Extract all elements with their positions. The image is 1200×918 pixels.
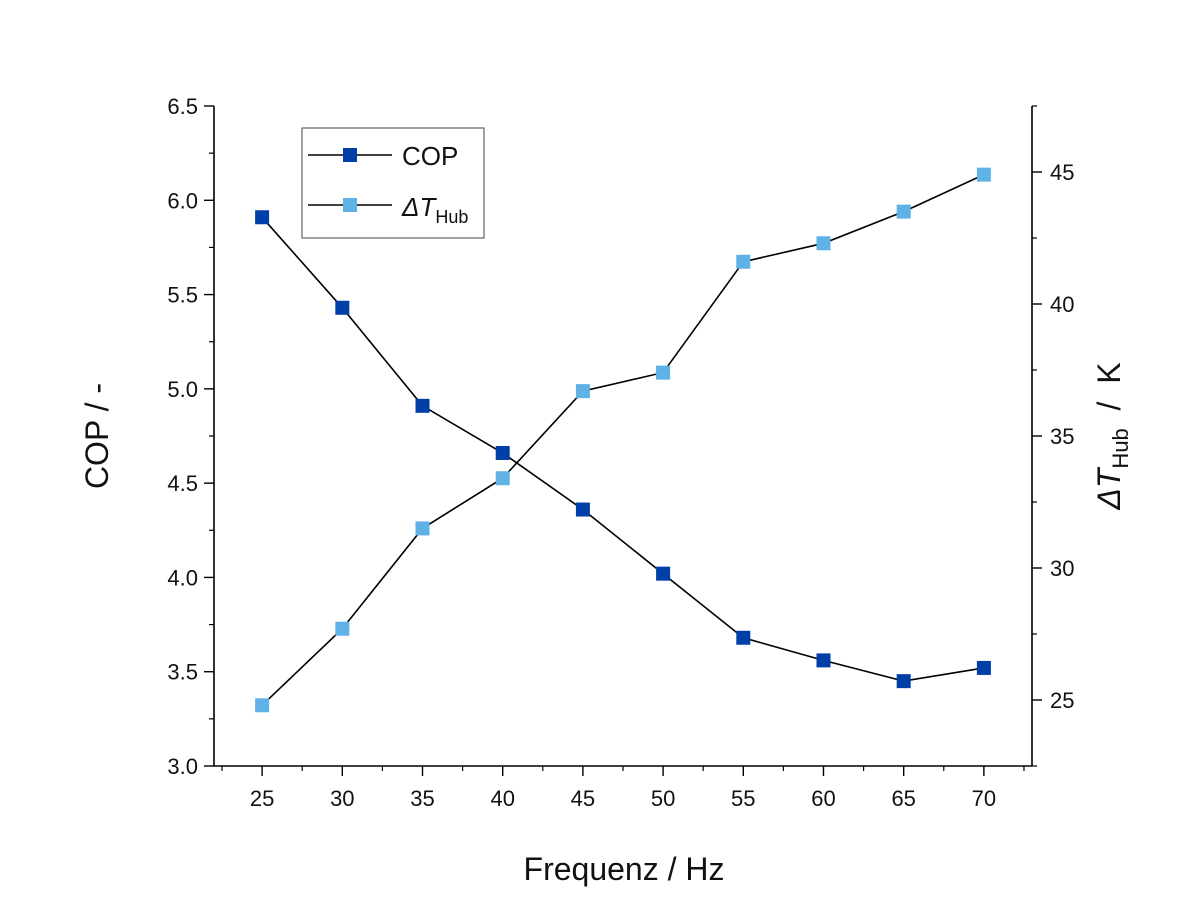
- x-axis-label: Frequenz / Hz: [524, 851, 725, 887]
- y-left-tick-label: 6.5: [167, 94, 198, 119]
- data-point-dt-hub: [415, 521, 430, 536]
- legend-label-dt-hub-symbol: ΔT: [401, 192, 437, 222]
- data-point-cop: [816, 653, 831, 668]
- y-right-tick-label: 35: [1050, 424, 1074, 449]
- x-tick-label: 50: [651, 786, 675, 811]
- data-point-dt-hub: [255, 698, 270, 713]
- data-point-cop: [495, 445, 510, 460]
- y-axis-right-label-subscript: Hub: [1108, 428, 1133, 468]
- y-axis-right-label: ΔTHub / K: [1091, 362, 1133, 510]
- legend: COP ΔTHub: [301, 127, 485, 239]
- data-point-dt-hub: [495, 471, 510, 486]
- x-tick-label: 40: [490, 786, 514, 811]
- data-point-cop: [896, 674, 911, 689]
- data-point-dt-hub: [656, 365, 671, 380]
- y-axis-left-label: COP / -: [79, 383, 115, 489]
- data-point-cop: [255, 210, 270, 225]
- y-axis-left-ticks: 3.0 3.5 4.0 4.5 5.0 5.5 6.0 6.5: [167, 94, 214, 779]
- y-right-tick-label: 30: [1050, 556, 1074, 581]
- x-tick-label: 55: [731, 786, 755, 811]
- series-line-cop: [261, 216, 985, 682]
- y-left-tick-label: 3.0: [167, 754, 198, 779]
- data-point-dt-hub: [976, 167, 991, 182]
- legend-label-cop: COP: [402, 141, 458, 171]
- y-left-tick-label: 4.5: [167, 471, 198, 496]
- y-left-tick-label: 6.0: [167, 188, 198, 213]
- x-tick-label: 65: [891, 786, 915, 811]
- data-point-dt-hub: [335, 621, 350, 636]
- data-point-dt-hub: [816, 236, 831, 251]
- legend-marker-cop: [343, 148, 357, 162]
- data-point-cop: [976, 660, 991, 675]
- data-point-dt-hub: [575, 384, 590, 399]
- x-tick-label: 35: [410, 786, 434, 811]
- y-left-tick-label: 3.5: [167, 660, 198, 685]
- y-right-tick-label: 25: [1050, 688, 1074, 713]
- data-point-cop: [736, 630, 751, 645]
- legend-box: [301, 127, 485, 239]
- data-point-cop: [656, 566, 671, 581]
- y-right-tick-label: 40: [1050, 292, 1074, 317]
- legend-label-dt-hub: ΔTHub: [401, 192, 468, 227]
- legend-marker-dt-hub: [343, 198, 357, 212]
- y-axis-right-label-symbol: ΔT: [1091, 466, 1127, 510]
- y-left-tick-label: 5.0: [167, 377, 198, 402]
- x-tick-label: 30: [330, 786, 354, 811]
- data-point-cop: [415, 398, 430, 413]
- y-axis-right-label-unit: / K: [1091, 362, 1127, 428]
- data-point-dt-hub: [896, 204, 911, 219]
- y-left-tick-label: 4.0: [167, 565, 198, 590]
- x-tick-label: 45: [571, 786, 595, 811]
- legend-label-dt-hub-subscript: Hub: [435, 207, 468, 227]
- x-axis-ticks: 25 30 35 40 45 50 55 60 65 70: [221, 766, 1025, 811]
- y-axis-right-ticks: 25 30 35 40 45: [1032, 105, 1074, 767]
- data-point-cop: [575, 502, 590, 517]
- y-right-tick-label: 45: [1050, 160, 1074, 185]
- data-point-cop: [335, 300, 350, 315]
- x-tick-label: 60: [811, 786, 835, 811]
- x-tick-label: 25: [250, 786, 274, 811]
- data-point-dt-hub: [736, 254, 751, 269]
- series-line-dt-hub: [261, 173, 985, 706]
- series-layer: [255, 167, 991, 713]
- x-tick-label: 70: [972, 786, 996, 811]
- y-left-tick-label: 5.5: [167, 283, 198, 308]
